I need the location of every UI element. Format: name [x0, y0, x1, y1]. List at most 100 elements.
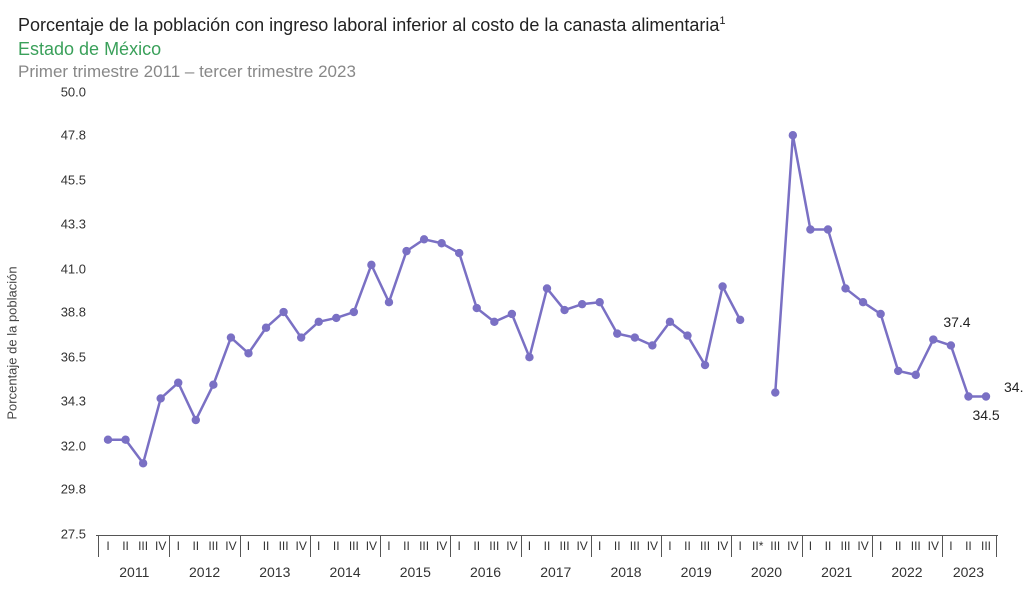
data-point	[982, 392, 990, 400]
data-point	[174, 379, 182, 387]
data-point	[683, 331, 691, 339]
x-tick-quarter: I	[949, 539, 952, 553]
y-tick-label: 36.5	[61, 350, 92, 365]
x-tick-quarter: IV	[857, 539, 868, 553]
x-tick-quarter: II	[122, 539, 129, 553]
data-point	[613, 330, 621, 338]
data-point	[525, 353, 533, 361]
x-tick-quarter: IV	[576, 539, 587, 553]
y-tick-label: 34.3	[61, 393, 92, 408]
x-tick-quarter: I	[528, 539, 531, 553]
y-axis-label: Porcentaje de la población	[5, 266, 20, 419]
x-tick-year: 2013	[259, 564, 290, 580]
x-tick-quarter: I	[247, 539, 250, 553]
x-tick-quarter: I	[879, 539, 882, 553]
chart-container: Porcentaje de la población con ingreso l…	[0, 0, 1024, 614]
x-tick-quarter: III	[349, 539, 359, 553]
data-point	[227, 333, 235, 341]
x-tick-quarter: IV	[928, 539, 939, 553]
x-tick-quarter: II	[965, 539, 972, 553]
data-point	[876, 310, 884, 318]
data-point	[490, 318, 498, 326]
chart-title: Porcentaje de la población con ingreso l…	[18, 14, 1006, 37]
x-tick-year: 2016	[470, 564, 501, 580]
data-point	[666, 318, 674, 326]
data-point	[508, 310, 516, 318]
data-point	[192, 416, 200, 424]
data-point	[701, 361, 709, 369]
data-point	[437, 239, 445, 247]
y-tick-label: 43.3	[61, 216, 92, 231]
title-text: Porcentaje de la población con ingreso l…	[18, 15, 719, 35]
x-tick-year: 2021	[821, 564, 852, 580]
data-point	[297, 333, 305, 341]
x-axis-year-divider	[450, 535, 451, 557]
y-tick-label: 50.0	[61, 85, 92, 100]
x-tick-year: 2022	[891, 564, 922, 580]
data-point	[560, 306, 568, 314]
data-point	[718, 282, 726, 290]
x-axis-year-divider	[240, 535, 241, 557]
x-tick-quarter: III	[770, 539, 780, 553]
data-point	[209, 381, 217, 389]
x-tick-quarter: III	[138, 539, 148, 553]
series-line	[108, 135, 986, 463]
x-tick-quarter: II*	[752, 539, 763, 553]
x-tick-quarter: IV	[436, 539, 447, 553]
x-tick-quarter: I	[387, 539, 390, 553]
x-axis: IIIIIIIVIIIIIIIVIIIIIIIVIIIIIIIVIIIIIIIV…	[96, 536, 998, 594]
x-tick-quarter: IV	[787, 539, 798, 553]
x-axis-year-divider	[380, 535, 381, 557]
x-axis-year-divider	[98, 535, 99, 557]
data-point	[350, 308, 358, 316]
x-tick-quarter: II	[895, 539, 902, 553]
data-point	[367, 261, 375, 269]
x-axis-year-divider	[872, 535, 873, 557]
y-tick-label: 32.0	[61, 438, 92, 453]
data-point	[332, 314, 340, 322]
data-point	[806, 225, 814, 233]
x-tick-quarter: II	[473, 539, 480, 553]
data-point	[156, 394, 164, 402]
x-tick-quarter: II	[403, 539, 410, 553]
x-tick-quarter: IV	[225, 539, 236, 553]
x-tick-quarter: III	[279, 539, 289, 553]
data-point	[859, 298, 867, 306]
data-point	[262, 324, 270, 332]
x-axis-year-divider	[731, 535, 732, 557]
x-tick-quarter: II	[544, 539, 551, 553]
x-tick-quarter: I	[458, 539, 461, 553]
x-tick-quarter: IV	[366, 539, 377, 553]
x-tick-year: 2015	[400, 564, 431, 580]
x-tick-quarter: III	[841, 539, 851, 553]
y-tick-label: 41.0	[61, 261, 92, 276]
x-tick-year: 2017	[540, 564, 571, 580]
x-tick-quarter: IV	[647, 539, 658, 553]
data-point	[894, 367, 902, 375]
x-tick-quarter: II	[263, 539, 270, 553]
data-point	[578, 300, 586, 308]
data-point	[947, 341, 955, 349]
x-tick-quarter: I	[809, 539, 812, 553]
data-point	[121, 436, 129, 444]
x-axis-year-divider	[942, 535, 943, 557]
x-tick-quarter: III	[208, 539, 218, 553]
x-tick-year: 2023	[953, 564, 984, 580]
data-point	[912, 371, 920, 379]
y-tick-label: 38.8	[61, 305, 92, 320]
x-tick-year: 2011	[119, 564, 149, 580]
data-point	[402, 247, 410, 255]
data-point	[139, 459, 147, 467]
x-tick-quarter: III	[630, 539, 640, 553]
x-tick-quarter: II	[684, 539, 691, 553]
x-tick-quarter: I	[598, 539, 601, 553]
x-axis-year-divider	[521, 535, 522, 557]
x-axis-year-divider	[802, 535, 803, 557]
x-tick-year: 2018	[610, 564, 641, 580]
x-tick-quarter: II	[825, 539, 832, 553]
data-point	[631, 333, 639, 341]
y-tick-label: 29.8	[61, 481, 92, 496]
data-point	[104, 436, 112, 444]
y-tick-label: 47.8	[61, 128, 92, 143]
y-tick-label: 27.5	[61, 527, 92, 542]
